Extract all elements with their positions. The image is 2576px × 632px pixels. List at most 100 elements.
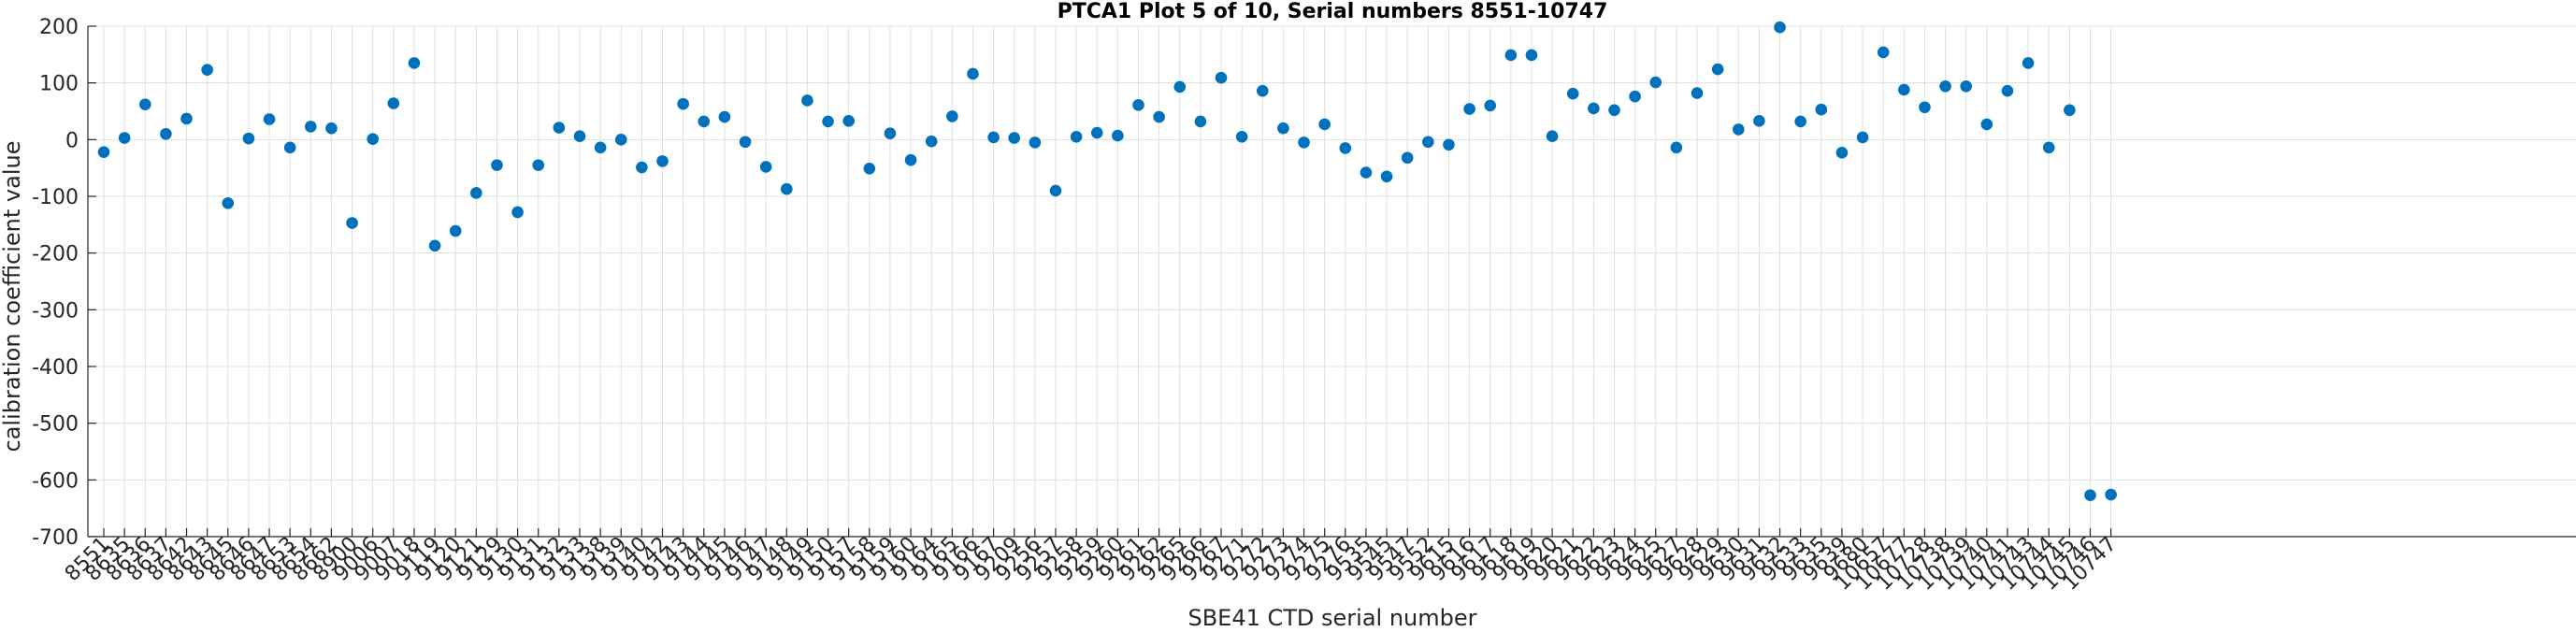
data-point xyxy=(1090,126,1103,139)
data-point xyxy=(1546,130,1559,142)
data-point xyxy=(1794,115,1806,128)
y-tick-label: 100 xyxy=(39,73,79,96)
y-tick-label: -700 xyxy=(32,526,79,550)
data-point xyxy=(325,122,338,135)
data-point xyxy=(180,112,193,125)
data-point xyxy=(1422,136,1434,149)
data-point xyxy=(346,217,358,229)
axes xyxy=(87,25,2576,538)
data-point xyxy=(511,206,524,219)
data-point xyxy=(532,159,545,171)
data-point xyxy=(470,187,482,199)
data-point xyxy=(1318,118,1331,131)
data-point xyxy=(118,132,131,144)
data-point xyxy=(946,110,958,122)
data-point xyxy=(1029,136,1042,149)
data-point xyxy=(1711,63,1724,76)
data-point xyxy=(1463,103,1475,115)
y-tick-label: -400 xyxy=(32,356,79,380)
data-point xyxy=(925,135,938,148)
x-tick-labels: 8551863586368637864286438645864686478653… xyxy=(61,533,2122,596)
data-point xyxy=(1484,99,1497,112)
data-point xyxy=(1525,49,1538,62)
data-point xyxy=(1215,71,1228,84)
y-axis-label: calibration coefficient value xyxy=(0,141,25,452)
data-point xyxy=(367,133,379,146)
data-point xyxy=(1629,90,1641,103)
data-point xyxy=(1380,170,1393,183)
data-point xyxy=(1753,115,1765,127)
y-tick-label: -300 xyxy=(32,299,79,323)
y-tick-label: -500 xyxy=(32,413,79,437)
data-point xyxy=(1443,138,1455,151)
data-point xyxy=(305,121,317,133)
data-point xyxy=(263,113,276,125)
data-point xyxy=(1898,83,1910,96)
data-point xyxy=(884,127,897,139)
data-points xyxy=(97,21,2117,502)
data-point xyxy=(1877,46,1890,59)
data-point xyxy=(698,115,711,128)
data-point xyxy=(822,115,834,128)
data-point xyxy=(801,94,813,107)
data-point xyxy=(1960,80,1972,93)
data-point xyxy=(1691,87,1704,99)
y-tick-labels: 200 100 0 -100 -200 -300 -400 -500 -600 -700 xyxy=(32,16,79,550)
data-point xyxy=(1277,122,1289,135)
data-point xyxy=(614,134,627,146)
data-point xyxy=(2042,141,2055,154)
data-point xyxy=(201,64,213,77)
data-point xyxy=(428,239,441,252)
data-point xyxy=(1774,21,1786,34)
x-axis-label: SBE41 CTD serial number xyxy=(1187,605,1476,631)
data-point xyxy=(242,132,255,145)
grid-lines xyxy=(88,25,2576,538)
data-point xyxy=(1608,104,1620,117)
data-point xyxy=(842,115,855,127)
data-point xyxy=(1649,76,1662,89)
data-point xyxy=(1132,99,1144,111)
data-point xyxy=(1298,136,1310,149)
data-point xyxy=(2022,57,2035,69)
data-point xyxy=(1008,132,1021,144)
data-point xyxy=(1835,146,1849,159)
data-point xyxy=(1235,131,1248,143)
data-point xyxy=(222,196,235,209)
data-point xyxy=(759,161,772,173)
data-point xyxy=(987,131,1000,144)
data-point xyxy=(863,162,876,175)
data-point xyxy=(1360,166,1373,179)
data-point xyxy=(904,153,917,166)
data-point xyxy=(1112,129,1124,142)
y-tick-label: 200 xyxy=(39,16,79,39)
data-point xyxy=(283,141,296,154)
data-point xyxy=(1256,84,1269,97)
data-point xyxy=(449,224,462,237)
data-point xyxy=(2084,489,2096,502)
data-point xyxy=(1732,123,1745,136)
data-point xyxy=(594,141,607,154)
y-tick-label: -200 xyxy=(32,243,79,266)
data-point xyxy=(1153,110,1165,123)
data-point xyxy=(1939,80,1951,93)
data-point xyxy=(656,155,669,167)
data-point xyxy=(2105,488,2117,501)
data-point xyxy=(739,136,752,149)
data-point xyxy=(636,161,648,174)
data-point xyxy=(138,98,151,111)
data-point xyxy=(1815,103,1828,116)
chart-title: PTCA1 Plot 5 of 10, Serial numbers 8551-… xyxy=(1058,0,1608,23)
data-point xyxy=(1504,49,1518,62)
data-point xyxy=(718,110,731,123)
y-tick-label: -600 xyxy=(32,469,79,493)
data-point xyxy=(1566,87,1579,100)
data-point xyxy=(491,159,503,171)
data-point xyxy=(780,182,793,195)
data-point xyxy=(2064,104,2076,117)
data-point xyxy=(1401,151,1414,165)
y-tick-label: -100 xyxy=(32,186,79,209)
data-point xyxy=(677,97,689,110)
data-point xyxy=(1070,131,1083,143)
data-point xyxy=(1339,142,1352,154)
